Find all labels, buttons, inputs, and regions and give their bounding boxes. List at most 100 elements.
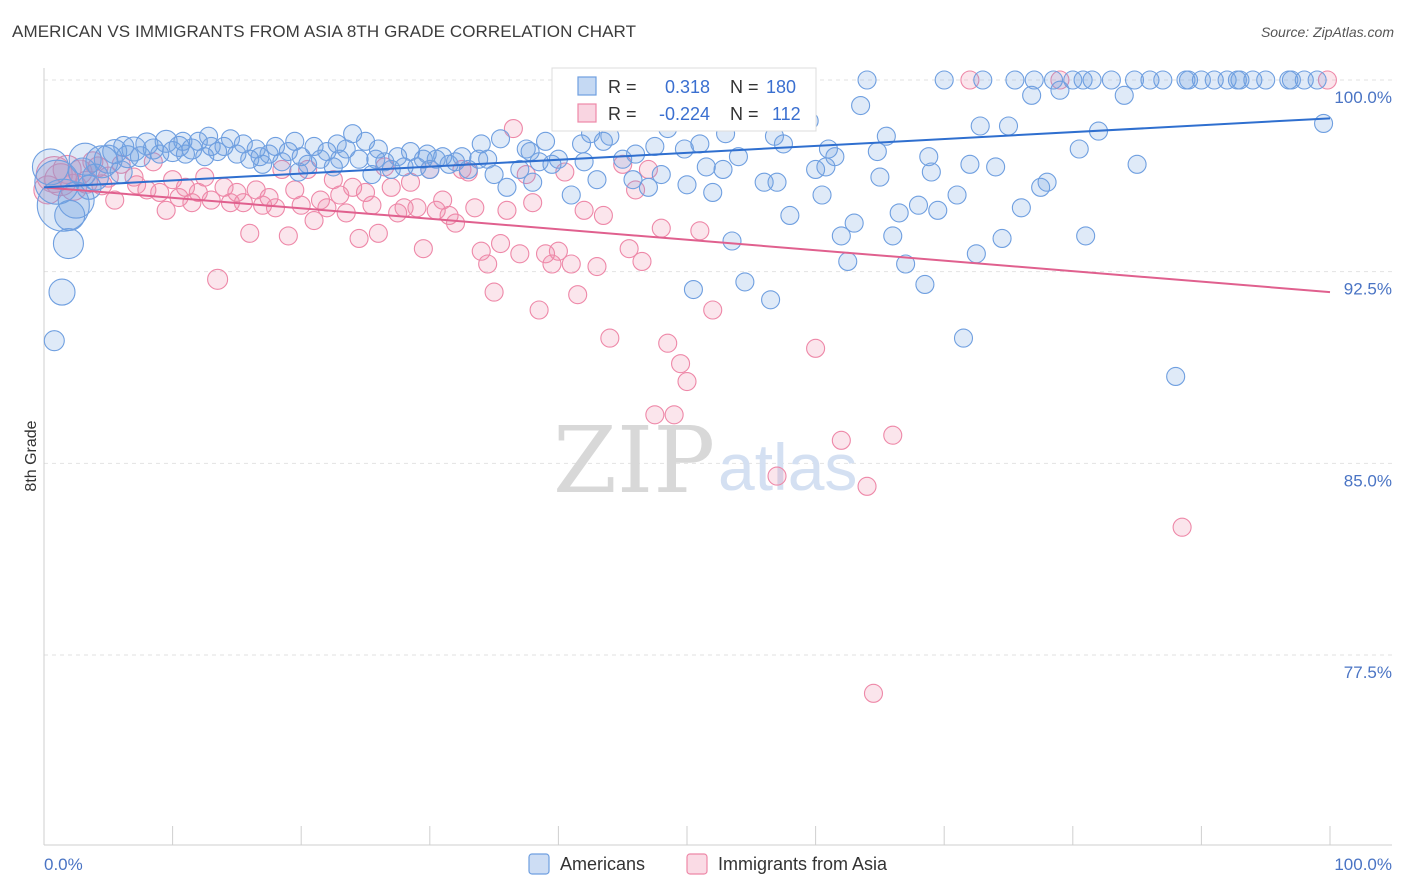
stats-swatch-asia — [577, 103, 597, 123]
asia-point — [195, 167, 215, 187]
american-point — [227, 144, 247, 164]
american-point — [523, 172, 543, 192]
american-point — [780, 205, 800, 225]
american-point — [960, 154, 980, 174]
stats-n-label-asia: N = — [730, 104, 759, 124]
american-point — [915, 274, 935, 294]
american-point — [289, 162, 309, 182]
watermark-atlas: atlas — [718, 430, 857, 504]
american-point — [154, 129, 178, 153]
american-point — [677, 175, 697, 195]
asia-point — [831, 430, 851, 450]
asia-point — [105, 190, 125, 210]
asia-point — [265, 198, 286, 218]
asia-point — [658, 333, 678, 353]
american-point — [208, 142, 228, 162]
american-point — [278, 142, 298, 162]
legend-label-asia: Immigrants from Asia — [718, 854, 888, 874]
y-tick-labels: 100.0% 92.5% 85.0% 77.5% — [1334, 88, 1392, 682]
american-point — [674, 139, 694, 159]
stats-swatch-americans — [577, 76, 597, 96]
asia-point — [664, 405, 684, 425]
x-tick-label-max: 100.0% — [1334, 855, 1392, 874]
american-point — [535, 131, 556, 151]
series-americans — [31, 70, 1334, 386]
american-point — [497, 177, 517, 197]
american-point — [921, 162, 941, 182]
asia-point — [503, 119, 523, 139]
american-point — [574, 152, 594, 172]
stats-legend-box: R = 0.318 N = 180 R = -0.224 N = 112 — [551, 67, 817, 132]
american-point — [150, 144, 170, 164]
american-point — [761, 290, 781, 310]
american-point — [199, 126, 219, 146]
american-point — [1176, 70, 1196, 90]
american-point — [48, 278, 76, 306]
american-point — [908, 195, 929, 215]
american-point — [129, 146, 151, 168]
american-point — [469, 149, 489, 169]
american-point — [31, 148, 69, 186]
american-point — [349, 149, 369, 169]
american-point — [1153, 70, 1173, 90]
american-point — [1124, 70, 1145, 90]
asia-point — [445, 213, 466, 233]
american-point — [52, 228, 84, 260]
asia-point — [857, 476, 877, 496]
x-ticks — [43, 826, 1331, 845]
asia-point — [227, 182, 247, 202]
american-point — [593, 131, 613, 151]
american-point — [250, 147, 270, 167]
stats-n-label-americans: N = — [730, 77, 759, 97]
asia-point — [529, 300, 549, 320]
american-point — [947, 185, 967, 205]
american-point — [366, 149, 386, 169]
asia-point — [291, 195, 311, 215]
american-point — [173, 131, 193, 151]
y-tick-label: 77.5% — [1344, 663, 1392, 682]
asia-point — [523, 193, 543, 213]
asia-point — [548, 241, 568, 261]
american-point — [953, 328, 974, 348]
american-point — [986, 157, 1006, 177]
american-point — [291, 147, 311, 167]
american-point — [1166, 366, 1186, 386]
asia-point — [767, 466, 787, 486]
asia-point — [561, 254, 581, 274]
american-point — [696, 157, 716, 177]
asia-point — [645, 405, 665, 425]
x-tick-label-min: 0.0% — [44, 855, 83, 874]
american-point — [896, 254, 916, 274]
american-point — [883, 226, 903, 246]
asia-point — [52, 154, 82, 184]
american-point — [1043, 70, 1064, 90]
american-point — [1076, 226, 1096, 246]
american-point — [703, 182, 723, 202]
asia-point — [883, 425, 903, 445]
asia-point — [516, 165, 536, 185]
american-point — [561, 185, 581, 205]
asia-point — [349, 228, 369, 248]
american-point — [735, 272, 755, 292]
stats-n-value-americans: 180 — [766, 77, 796, 97]
asia-point — [490, 234, 511, 254]
asia-point — [806, 338, 826, 358]
american-point — [1069, 139, 1089, 159]
american-point — [623, 170, 643, 190]
american-point — [838, 251, 858, 271]
asia-point — [407, 198, 427, 218]
american-point — [1073, 70, 1093, 90]
american-point — [327, 134, 347, 154]
american-point — [851, 96, 871, 116]
chart-title: AMERICAN VS IMMIGRANTS FROM ASIA 8TH GRA… — [12, 22, 637, 41]
american-point — [81, 163, 109, 191]
american-point — [1050, 80, 1070, 100]
american-point — [934, 70, 954, 90]
asia-point — [484, 282, 504, 302]
american-point — [1031, 177, 1051, 197]
legend-label-americans: Americans — [560, 854, 645, 874]
american-point — [253, 154, 273, 174]
asia-point — [381, 177, 401, 197]
american-point — [490, 129, 511, 149]
y-tick-label: 100.0% — [1334, 88, 1392, 107]
